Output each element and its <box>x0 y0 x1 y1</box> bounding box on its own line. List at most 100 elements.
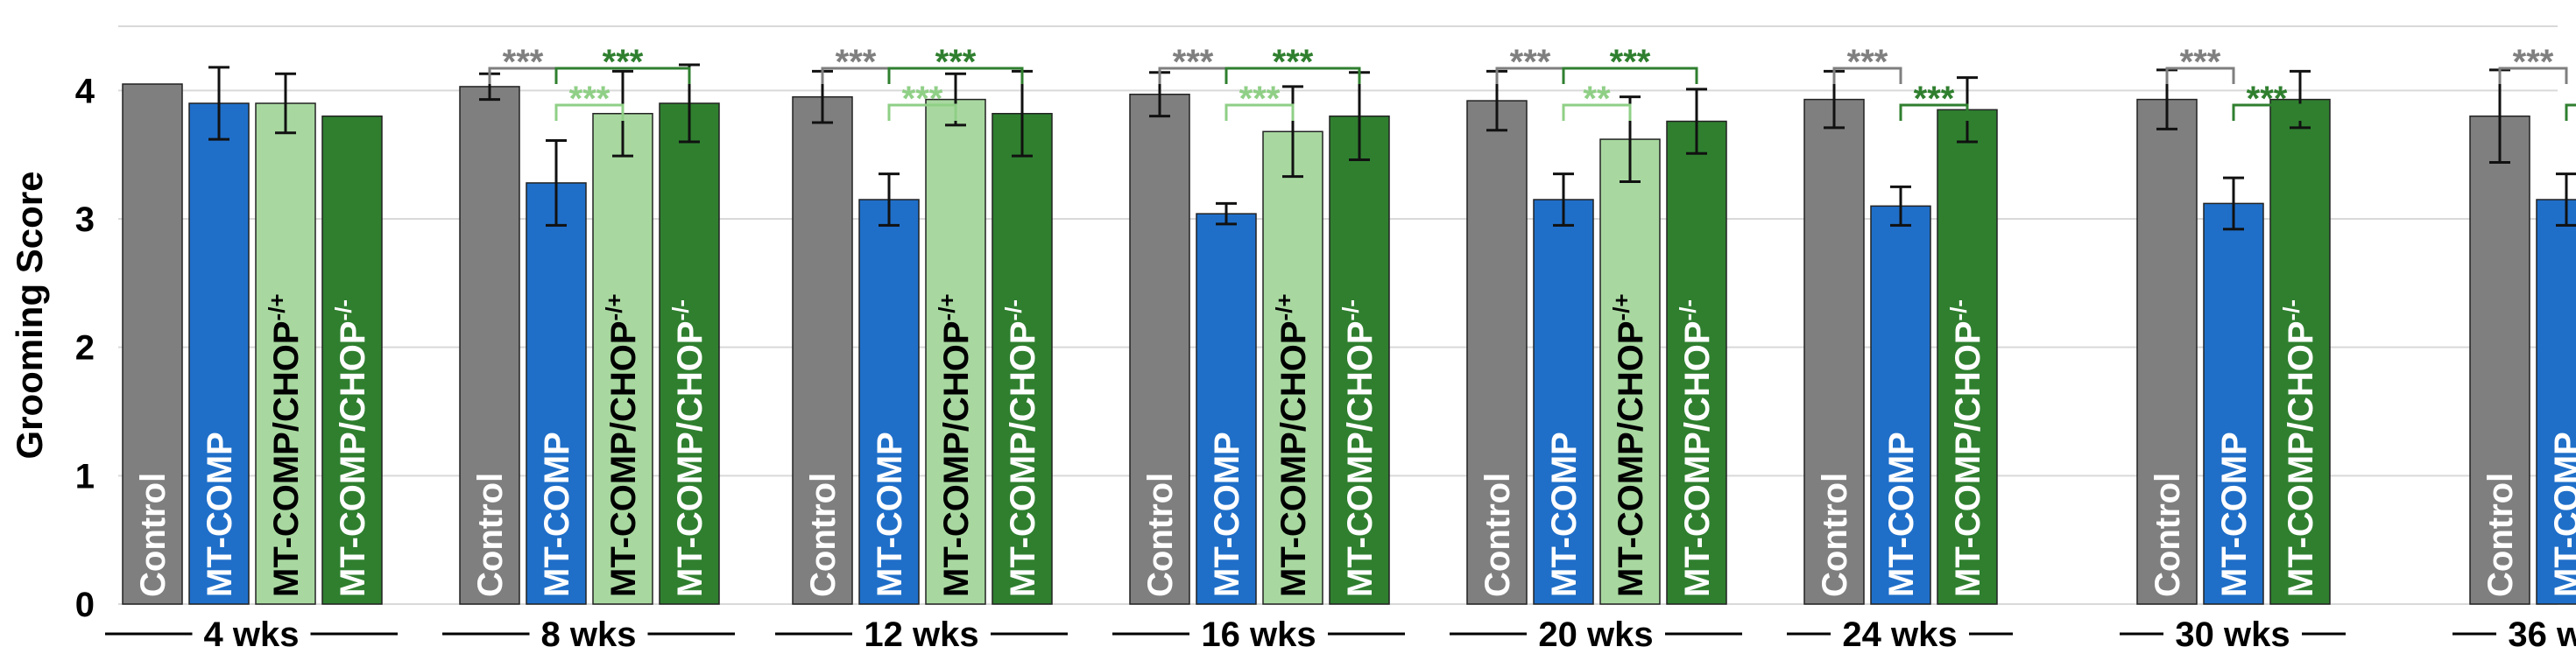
group-label: 8 wks <box>541 615 637 654</box>
bar <box>2203 202 2264 605</box>
group-label: 36 wks <box>2508 615 2576 654</box>
bar-label: Control <box>804 473 843 597</box>
bar <box>592 112 653 605</box>
significance-bracket <box>1832 67 1902 84</box>
significance-stars: *** <box>1847 43 1888 81</box>
significance-stars: ** <box>1583 80 1611 118</box>
bar <box>321 115 383 605</box>
significance-bracket <box>887 103 957 121</box>
significance-bracket <box>554 103 625 121</box>
bar-label: Control <box>471 473 510 597</box>
bar-label: MT-COMP/CHOP-/+ <box>601 293 643 597</box>
bar <box>925 98 986 605</box>
bar-label: MT-COMP/CHOP-/+ <box>1608 293 1650 597</box>
bar <box>992 112 1053 605</box>
significance-bracket <box>1224 67 1361 84</box>
y-axis: Grooming Score 0 1 2 3 4 <box>9 72 95 624</box>
x-group-labels: 4 wks 8 wks 12 wks 16 wks 20 wks 24 wks 30 wks… <box>105 615 2576 654</box>
significance-stars: *** <box>902 80 943 118</box>
bar <box>2269 98 2331 605</box>
significance-stars: *** <box>836 43 877 81</box>
bar <box>1533 199 1594 605</box>
significance-stars: *** <box>569 80 610 118</box>
bar-label: MT-COMP <box>1545 432 1584 597</box>
bar-label: MT-COMP/CHOP-/- <box>330 299 372 597</box>
bar <box>1196 213 1257 605</box>
significance-bracket <box>1562 67 1698 84</box>
significance-bracket <box>2498 67 2568 84</box>
bar-label: Control <box>1816 473 1854 597</box>
bar <box>255 102 316 605</box>
significance-bracket <box>1899 103 1969 121</box>
significance-stars: *** <box>503 43 544 81</box>
significance-brackets: *** ********* ********* ********* **********… <box>488 43 2576 121</box>
significance-stars: *** <box>2180 43 2221 81</box>
bar <box>792 95 853 605</box>
y-axis-title: Grooming Score <box>9 171 50 459</box>
bar-label: MT-COMP/CHOP-/+ <box>934 293 976 597</box>
y-tick-label: 1 <box>75 457 95 496</box>
bar-label: Control <box>2481 473 2520 597</box>
bar-label: MT-COMP <box>538 432 576 597</box>
significance-stars: *** <box>1173 43 1214 81</box>
bar <box>2469 115 2530 605</box>
bar-label: MT-COMP/CHOP-/+ <box>1271 293 1313 597</box>
bar-label: MT-COMP <box>871 432 909 597</box>
bar <box>1937 109 1998 605</box>
group-label: 12 wks <box>864 615 978 654</box>
bar <box>858 199 920 605</box>
significance-stars: *** <box>1914 80 1955 118</box>
bar <box>459 86 520 605</box>
group-label: 16 wks <box>1201 615 1316 654</box>
bar <box>1803 98 1865 605</box>
bar-label: MT-COMP/CHOP-/- <box>1337 299 1380 597</box>
bar-label: Control <box>2149 473 2187 597</box>
bar <box>2136 98 2198 605</box>
significance-stars: *** <box>2513 43 2554 81</box>
bar-label: MT-COMP/CHOP-/- <box>1945 299 1987 597</box>
bar <box>659 102 720 605</box>
bar-label: MT-COMP/CHOP-/- <box>1000 299 1042 597</box>
bar-label: Control <box>1141 473 1180 597</box>
bar-label: MT-COMP <box>201 432 239 597</box>
bar <box>1329 115 1390 605</box>
group-label: 20 wks <box>1538 615 1653 654</box>
bar <box>1870 205 1931 605</box>
y-tick-label: 4 <box>75 72 95 110</box>
significance-stars: *** <box>1273 43 1314 81</box>
bar-label: MT-COMP <box>2548 432 2576 597</box>
bar-label: MT-COMP/CHOP-/- <box>2278 299 2320 597</box>
group-label: 30 wks <box>2175 615 2290 654</box>
significance-bracket <box>1562 103 1632 121</box>
significance-bracket <box>2232 103 2302 121</box>
bar <box>1599 138 1661 605</box>
bar <box>122 83 183 605</box>
significance-stars: *** <box>935 43 977 81</box>
group-label: 24 wks <box>1842 615 1957 654</box>
bar <box>188 102 250 605</box>
group-label: 4 wks <box>204 615 300 654</box>
bar-label: MT-COMP <box>1208 432 1246 597</box>
bar <box>1262 130 1323 605</box>
bar <box>1466 100 1528 605</box>
bar-label: MT-COMP/CHOP-/- <box>667 299 709 597</box>
significance-bracket <box>887 67 1024 84</box>
bar-label: MT-COMP/CHOP-/- <box>1675 299 1717 597</box>
significance-stars: *** <box>1239 80 1281 118</box>
significance-bracket <box>2565 103 2576 121</box>
y-tick-label: 3 <box>75 200 95 239</box>
bar-label: MT-COMP <box>2215 432 2254 597</box>
significance-stars: *** <box>2247 80 2288 118</box>
bar <box>2536 199 2576 605</box>
bar-label: Control <box>1479 473 1517 597</box>
significance-bracket <box>554 67 691 84</box>
bars: Control MT-COMP MT-COMP/CHOP-/+ MT-COMP/CHO… <box>122 63 2576 605</box>
bar-label: MT-COMP/CHOP-/+ <box>264 293 306 597</box>
significance-bracket <box>1224 103 1295 121</box>
bar-label: Control <box>134 473 173 597</box>
bar-label: MT-COMP <box>1882 432 1921 597</box>
y-tick-label: 2 <box>75 329 95 368</box>
bar <box>1666 120 1727 605</box>
